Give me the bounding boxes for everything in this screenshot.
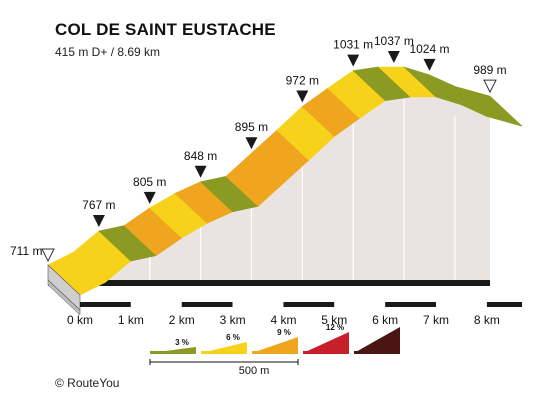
- x-tick-label: 2 km: [169, 313, 195, 327]
- x-axis-bar-segment: [283, 302, 335, 307]
- flag-marker-icon: [483, 79, 497, 94]
- x-axis-bar-segment: [80, 302, 131, 307]
- x-axis: 0 km 1 km 2 km 3 km 4 km 5 km 6 km 7 km 8 km: [67, 302, 522, 327]
- x-axis-bar-segment: [232, 302, 284, 307]
- legend-swatch-base: [150, 351, 196, 354]
- gradient-legend: 3 % 6 % 9 % 12 % 500 m: [149, 323, 400, 377]
- x-tick-label: 8 km: [474, 313, 500, 327]
- point-marker-icon: [245, 137, 258, 150]
- profile-ribbon: [47, 66, 523, 311]
- elevation-label: 989 m: [473, 63, 506, 77]
- x-axis-bar-segment: [130, 302, 182, 307]
- x-tick-label: 7 km: [423, 313, 449, 327]
- elevation-labels: 711 m 767 m 805 m 848 m 895 m 972 m 1031 m 1037…: [10, 34, 507, 263]
- x-axis-bar-segment: [486, 302, 522, 307]
- elevation-label: 848 m: [184, 149, 217, 163]
- point-marker-icon: [423, 58, 436, 71]
- legend-label: 12 %: [326, 323, 344, 332]
- point-marker-icon: [194, 165, 207, 178]
- x-tick-label: 6 km: [372, 313, 398, 327]
- legend-swatch-base: [303, 351, 349, 354]
- point-marker-icon: [143, 191, 156, 204]
- x-axis-bar-segment: [181, 302, 233, 307]
- scale-label: 500 m: [239, 365, 270, 377]
- legend-swatch-base: [201, 351, 247, 354]
- point-marker-icon: [92, 214, 105, 227]
- copyright-text: © RouteYou: [55, 376, 120, 390]
- elevation-label: 1031 m: [333, 38, 373, 52]
- profile-segment: [454, 86, 523, 127]
- legend-label: 6 %: [226, 333, 240, 342]
- elevation-label: 972 m: [286, 73, 319, 87]
- x-axis-bar-segment: [436, 302, 487, 307]
- elevation-label: 805 m: [133, 175, 166, 189]
- x-axis-bar-segment: [334, 302, 386, 307]
- elevation-label: 711 m: [10, 244, 42, 258]
- legend-swatch-base: [354, 351, 400, 354]
- elevation-label: 1037 m: [374, 34, 414, 48]
- x-tick-label: 4 km: [270, 313, 296, 327]
- x-axis-bar-segment: [385, 302, 437, 307]
- legend-label: 9 %: [277, 328, 291, 337]
- legend-swatch: [303, 332, 349, 353]
- legend-swatch: [354, 327, 400, 353]
- x-tick-label: 3 km: [220, 313, 246, 327]
- point-marker-icon: [347, 54, 360, 67]
- x-tick-label: 5 km: [321, 313, 347, 327]
- legend-swatch-base: [252, 351, 298, 354]
- legend-swatch: [252, 337, 298, 353]
- x-tick-label: 0 km: [67, 313, 93, 327]
- elevation-label: 767 m: [82, 198, 115, 212]
- x-tick-label: 1 km: [118, 313, 144, 327]
- profile-base-top: [48, 280, 490, 286]
- point-marker-icon: [296, 90, 309, 103]
- profile-start-face: [47, 264, 81, 311]
- chart-title: COL DE SAINT EUSTACHE: [55, 20, 276, 39]
- profile-base: [47, 279, 490, 316]
- legend-label: 3 %: [175, 338, 189, 347]
- chart-subtitle: 415 m D+ / 8.69 km: [55, 45, 161, 59]
- point-marker-icon: [387, 51, 400, 63]
- elevation-label: 895 m: [235, 120, 268, 134]
- elevation-label: 1024 m: [409, 42, 449, 56]
- legend-swatch: [201, 342, 247, 353]
- flag-marker-icon: [41, 248, 55, 263]
